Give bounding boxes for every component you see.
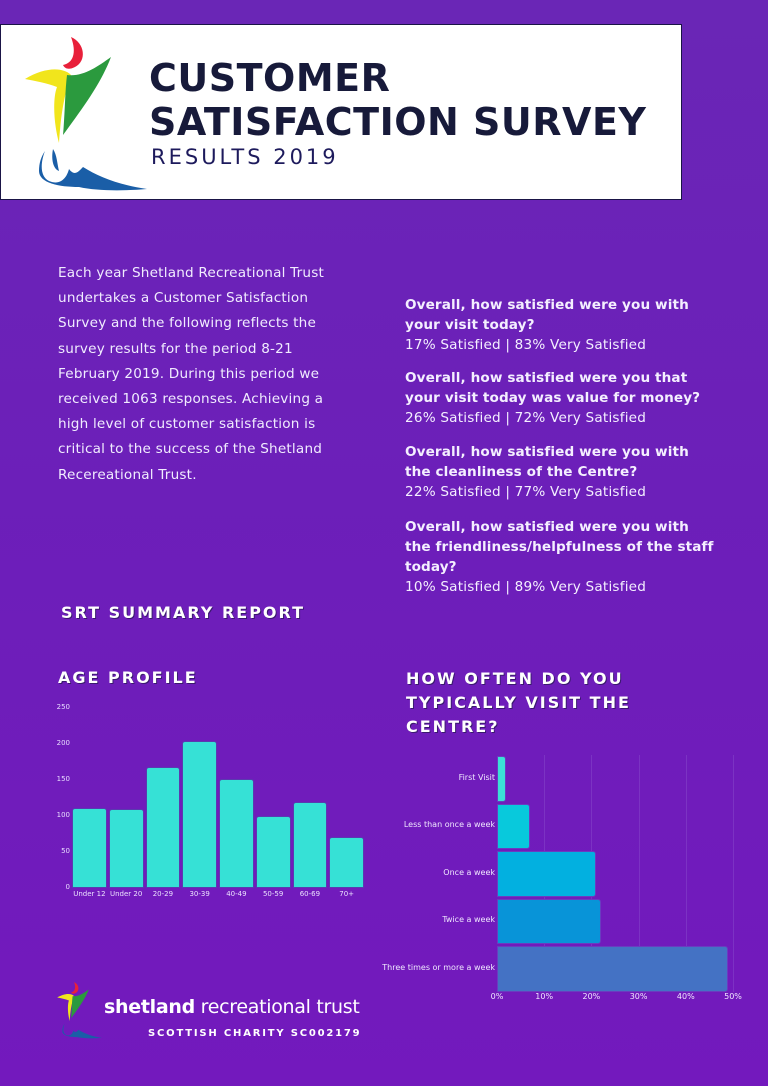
visit-frequency-bar <box>497 756 507 802</box>
gridline <box>638 755 640 992</box>
x-axis-label: 50-59 <box>262 890 284 898</box>
y-axis-tick: 200 <box>56 739 70 747</box>
x-axis-label: Under 12 <box>73 890 106 898</box>
category-label: Twice a week <box>442 915 495 925</box>
visit-frequency-bar <box>497 946 729 992</box>
x-axis-label: Under 20 <box>109 890 143 898</box>
age-bar <box>292 802 328 888</box>
gridline <box>685 755 687 992</box>
question-text: Overall, how satisfied were you that you… <box>405 370 701 406</box>
age-profile-heading: AGE PROFILE <box>58 668 198 687</box>
x-axis-label: 20-29 <box>152 890 174 898</box>
category-label: Once a week <box>443 867 495 877</box>
footer-brand-name: shetland recreational trust <box>104 996 360 1018</box>
page-subtitle: RESULTS 2019 <box>151 145 339 169</box>
satisfaction-results: Overall, how satisfied were you with you… <box>405 295 715 610</box>
x-axis-tick: 0% <box>490 992 504 1001</box>
gridline <box>733 755 734 992</box>
page-title-line-2: SATISFACTION SURVEY <box>149 100 647 144</box>
category-label: Less than once a week <box>403 820 495 830</box>
x-axis-label: 40-49 <box>226 890 247 898</box>
srt-logo-icon <box>25 37 147 191</box>
age-bar <box>255 816 291 888</box>
y-axis-tick: 100 <box>56 811 70 819</box>
x-axis-tick: 40% <box>676 992 695 1001</box>
y-axis-tick: 0 <box>65 883 70 891</box>
answer-text: 22% Satisfied | 77% Very Satisfied <box>405 484 647 500</box>
answer-text: 26% Satisfied | 72% Very Satisfied <box>405 410 647 426</box>
x-axis-tick: 10% <box>535 992 554 1001</box>
question-text: Overall, how satisfied were you with the… <box>405 444 689 480</box>
age-bar <box>219 779 254 888</box>
age-bar <box>145 767 181 888</box>
visit-frequency-bar <box>497 851 597 897</box>
visit-frequency-chart: 0% 10% 20% 30% 40% 50% First Visit Less than on… <box>380 745 760 1010</box>
header-banner: CUSTOMER SATISFACTION SURVEY RESULTS 201… <box>0 24 682 200</box>
age-bar <box>108 808 144 888</box>
x-axis-label: 70+ <box>339 890 355 898</box>
y-axis-tick: 50 <box>61 847 70 855</box>
visit-frequency-bar <box>497 898 601 944</box>
category-label: Three times or more a week <box>382 962 495 972</box>
page-title-line-1: CUSTOMER <box>149 56 391 100</box>
summary-report-heading: SRT SUMMARY REPORT <box>61 603 306 622</box>
brand-light: recreational trust <box>194 996 360 1018</box>
x-axis-tick: 50% <box>724 992 742 1001</box>
y-axis-tick: 250 <box>56 703 70 711</box>
answer-text: 17% Satisfied | 83% Very Satisfied <box>405 337 647 353</box>
visit-frequency-bar <box>497 803 531 849</box>
question-block: Overall, how satisfied were you with the… <box>405 517 715 597</box>
question-block: Overall, how satisfied were you that you… <box>405 368 715 428</box>
x-axis-label: 60-69 <box>299 890 321 898</box>
question-block: Overall, how satisfied were you with you… <box>405 295 715 355</box>
srt-footer-logo-icon <box>57 982 102 1039</box>
category-label: First Visit <box>458 772 495 782</box>
brand-bold: shetland <box>104 996 195 1018</box>
question-text: Overall, how satisfied were you with you… <box>405 297 689 333</box>
age-bar <box>182 741 217 888</box>
answer-text: 10% Satisfied | 89% Very Satisfied <box>405 579 647 595</box>
intro-paragraph: Each year Shetland Recreational Trust un… <box>58 265 325 483</box>
question-text: Overall, how satisfied were you with the… <box>405 519 714 575</box>
age-chart-plot-area <box>71 708 365 888</box>
visit-frequency-heading: HOW OFTEN DO YOU TYPICALLY VISIT THE CEN… <box>406 669 631 736</box>
age-bar <box>72 808 107 888</box>
x-axis-tick: 20% <box>582 992 601 1001</box>
x-axis-tick: 30% <box>629 992 648 1001</box>
question-block: Overall, how satisfied were you with the… <box>405 442 715 502</box>
charity-number: SCOTTISH CHARITY SC002179 <box>148 1028 362 1039</box>
age-profile-chart: 0 50 100 150 200 250 Under 12 Under 20 20-29 30-3… <box>50 700 370 900</box>
x-axis-label: 30-39 <box>189 890 210 898</box>
age-bar <box>329 836 364 888</box>
y-axis-tick: 150 <box>56 775 70 783</box>
